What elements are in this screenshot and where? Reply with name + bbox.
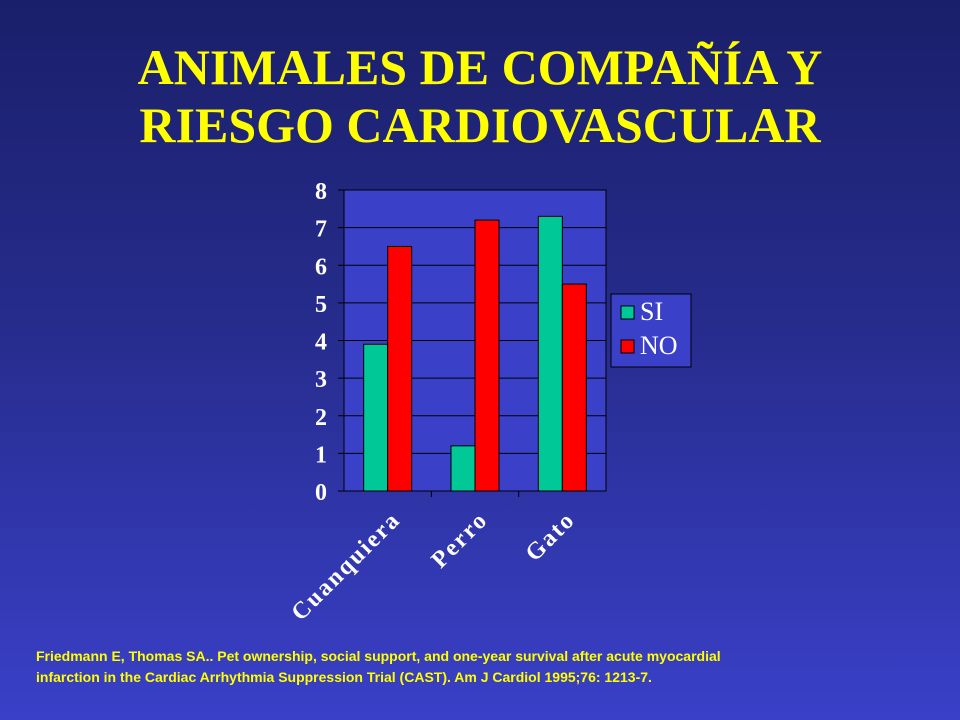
legend-label-no: NO xyxy=(640,331,678,360)
y-tick-label: 8 xyxy=(315,179,327,205)
legend: SI NO xyxy=(610,293,692,368)
bars xyxy=(363,215,587,492)
bar-si-gato xyxy=(537,215,563,492)
y-tick-label: 1 xyxy=(315,442,327,468)
bar-si-cuanquiera xyxy=(363,343,389,492)
legend-label-si: SI xyxy=(640,297,663,326)
title-line-2: RIESGO CARDIOVASCULAR xyxy=(139,97,821,153)
x-tick-label: Gato xyxy=(521,507,581,567)
citation-line-1: Friedmann E, Thomas SA.. Pet ownership, … xyxy=(36,648,721,664)
x-tick-label: Cuanquiera xyxy=(287,507,406,626)
y-tick-label: 7 xyxy=(315,217,327,243)
y-tick-label: 0 xyxy=(315,480,327,506)
y-tick-label: 3 xyxy=(315,367,327,393)
y-tick-label: 2 xyxy=(315,405,327,431)
y-tick-labels: 0 1 2 3 4 5 6 7 8 xyxy=(315,179,344,506)
title-line-1: ANIMALES DE COMPAÑÍA Y xyxy=(137,39,823,95)
bar-si-perro xyxy=(450,445,476,492)
bar-no-perro xyxy=(474,219,500,492)
legend-swatch-no xyxy=(620,339,635,354)
bar-no-gato xyxy=(561,283,587,492)
citation-line-2: infarction in the Cardiac Arrhythmia Sup… xyxy=(36,669,652,685)
x-tick-label: Perro xyxy=(427,507,494,574)
slide-title: ANIMALES DE COMPAÑÍA Y RIESGO CARDIOVASC… xyxy=(0,38,960,154)
y-tick-label: 5 xyxy=(315,292,327,318)
x-tick-labels: Cuanquiera Perro Gato xyxy=(287,491,581,626)
bar-no-cuanquiera xyxy=(387,245,413,492)
legend-swatch-si xyxy=(620,305,635,320)
y-tick-label: 4 xyxy=(315,330,327,356)
y-tick-label: 6 xyxy=(315,254,327,280)
citation: Friedmann E, Thomas SA.. Pet ownership, … xyxy=(36,646,936,688)
